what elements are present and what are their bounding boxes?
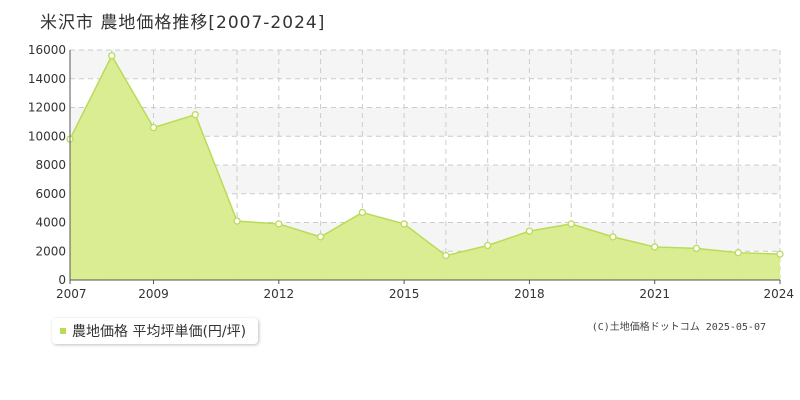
data-point [777, 251, 783, 257]
data-point [610, 234, 616, 240]
legend: 農地価格 平均坪単価(円/坪) [52, 318, 258, 344]
data-point [485, 243, 491, 249]
x-tick-label: 2021 [639, 287, 670, 301]
y-tick-label: 2000 [35, 244, 66, 258]
y-tick-label: 14000 [28, 72, 66, 86]
y-tick-label: 12000 [28, 101, 66, 115]
x-tick-label: 2018 [514, 287, 545, 301]
data-point [234, 218, 240, 224]
grid-band [70, 50, 780, 79]
data-point [693, 245, 699, 251]
y-tick-label: 8000 [35, 158, 66, 172]
y-tick-label: 16000 [28, 43, 66, 57]
legend-swatch [60, 328, 66, 334]
y-tick-label: 6000 [35, 187, 66, 201]
x-tick-label: 2015 [389, 287, 420, 301]
x-tick-label: 2024 [763, 287, 794, 301]
data-point [568, 221, 574, 227]
y-tick-label: 10000 [28, 129, 66, 143]
legend-label: 農地価格 平均坪単価(円/坪) [72, 321, 246, 341]
x-tick-label: 2007 [56, 287, 87, 301]
data-point [109, 53, 115, 59]
y-tick-label: 0 [58, 273, 66, 287]
data-point [735, 250, 741, 256]
data-point [359, 209, 365, 215]
data-point [318, 234, 324, 240]
data-point [276, 221, 282, 227]
copyright-text: (C)土地価格ドットコム 2025-05-07 [592, 318, 766, 333]
y-tick-label: 4000 [35, 216, 66, 230]
data-point [401, 221, 407, 227]
data-point [652, 244, 658, 250]
x-tick-label: 2009 [138, 287, 169, 301]
data-point [526, 228, 532, 234]
data-point [443, 253, 449, 259]
x-tick-label: 2012 [264, 287, 295, 301]
data-point [192, 112, 198, 118]
data-point [151, 125, 157, 131]
